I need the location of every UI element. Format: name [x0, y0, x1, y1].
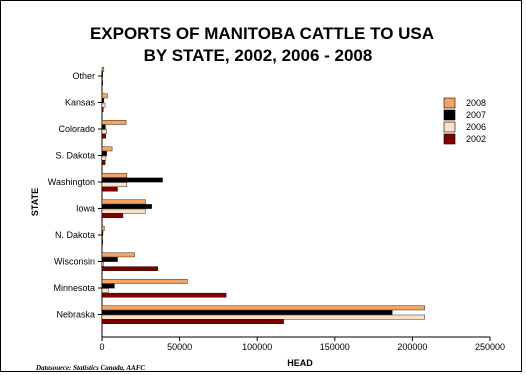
bar-2008: [101, 305, 426, 311]
x-tick-label: 250000: [475, 342, 505, 352]
category-label-s-dakota: S. Dakota: [55, 151, 95, 161]
chart-title-line2: BY STATE, 2002, 2006 - 2008: [144, 46, 373, 65]
legend-swatch-2007: [443, 109, 456, 121]
bar-2002: [101, 292, 227, 298]
bar-2002: [101, 186, 118, 192]
bar-2006: [101, 288, 109, 293]
bar-2007: [101, 177, 163, 183]
x-tick-label: 50000: [167, 342, 192, 352]
category-label-minnesota: Minnesota: [53, 283, 95, 293]
legend-label-2006: 2006: [466, 122, 486, 132]
category-label-nebraska: Nebraska: [56, 310, 95, 320]
category-label-n-dakota: N. Dakota: [55, 230, 95, 240]
category-label-kansas: Kansas: [65, 98, 96, 108]
bar-2007: [101, 98, 105, 103]
bar-2008: [101, 146, 113, 152]
plot-area: 0 50000 100000 150000 200000 250000 Other Kansa…: [48, 67, 505, 352]
category-label-iowa: Iowa: [76, 204, 95, 214]
category-label-washington: Washington: [48, 177, 95, 187]
bar-2002: [101, 239, 104, 245]
x-tick-label: 200000: [397, 342, 427, 352]
bar-2007: [101, 151, 107, 156]
category-label-colorado: Colorado: [58, 124, 95, 134]
bar-2002: [101, 80, 104, 86]
bar-2007: [101, 257, 118, 262]
legend: 2008 2007 2006 2002: [443, 97, 486, 145]
category-label-other: Other: [72, 71, 95, 81]
bar-2002: [101, 319, 284, 325]
bar-2006: [101, 235, 104, 240]
bar-2008: [101, 67, 105, 72]
bar-2006: [101, 208, 146, 214]
bar-2002: [101, 107, 104, 112]
bar-2006: [101, 102, 106, 108]
bar-2002: [101, 133, 107, 139]
x-tick-label: 100000: [242, 342, 272, 352]
chart-title-line1: EXPORTS OF MANITOBA CATTLE TO USA: [90, 24, 434, 43]
bar-2007: [101, 204, 152, 209]
bar-2002: [101, 213, 124, 219]
bar-2008: [101, 279, 188, 284]
bar-2008: [101, 199, 146, 205]
bar-2007: [101, 230, 104, 236]
bar-2006: [101, 182, 128, 187]
bar-2007: [101, 71, 104, 77]
bar-2007: [101, 283, 115, 289]
legend-swatch-2008: [443, 97, 456, 109]
bar-2006: [101, 314, 426, 320]
category-label-wisconsin: Wisconsin: [54, 257, 95, 267]
bar-2008: [101, 252, 135, 258]
bar-2002: [101, 266, 159, 272]
bar-2006: [101, 76, 104, 81]
x-axis-title: HEAD: [287, 358, 313, 368]
bar-2002: [101, 160, 106, 166]
y-axis-title: STATE: [30, 188, 40, 216]
bar-2007: [101, 310, 393, 315]
bar-2008: [101, 93, 108, 99]
bar-2007: [101, 124, 106, 130]
legend-label-2007: 2007: [466, 110, 486, 120]
bar-2008: [101, 173, 128, 178]
bar-2006: [101, 155, 107, 161]
bar-2008: [101, 226, 105, 231]
x-tick-label: 0: [99, 342, 104, 352]
bar-2006: [101, 261, 104, 267]
legend-swatch-2006: [443, 121, 456, 133]
x-tick-label: 150000: [320, 342, 350, 352]
legend-label-2008: 2008: [466, 98, 486, 108]
legend-swatch-2002: [443, 133, 456, 145]
bar-2008: [101, 120, 127, 125]
source-note: Datasource: Statistics Canada, AAFC: [35, 364, 145, 372]
legend-label-2002: 2002: [466, 134, 486, 144]
bar-2006: [101, 129, 107, 134]
